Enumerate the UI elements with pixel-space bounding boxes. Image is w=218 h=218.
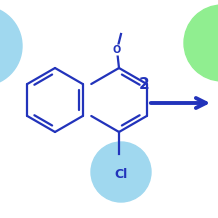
Circle shape xyxy=(91,142,151,202)
Text: 2: 2 xyxy=(139,77,149,92)
Text: O: O xyxy=(113,45,121,55)
Circle shape xyxy=(0,6,22,86)
Text: Cl: Cl xyxy=(114,167,128,181)
Circle shape xyxy=(184,5,218,81)
